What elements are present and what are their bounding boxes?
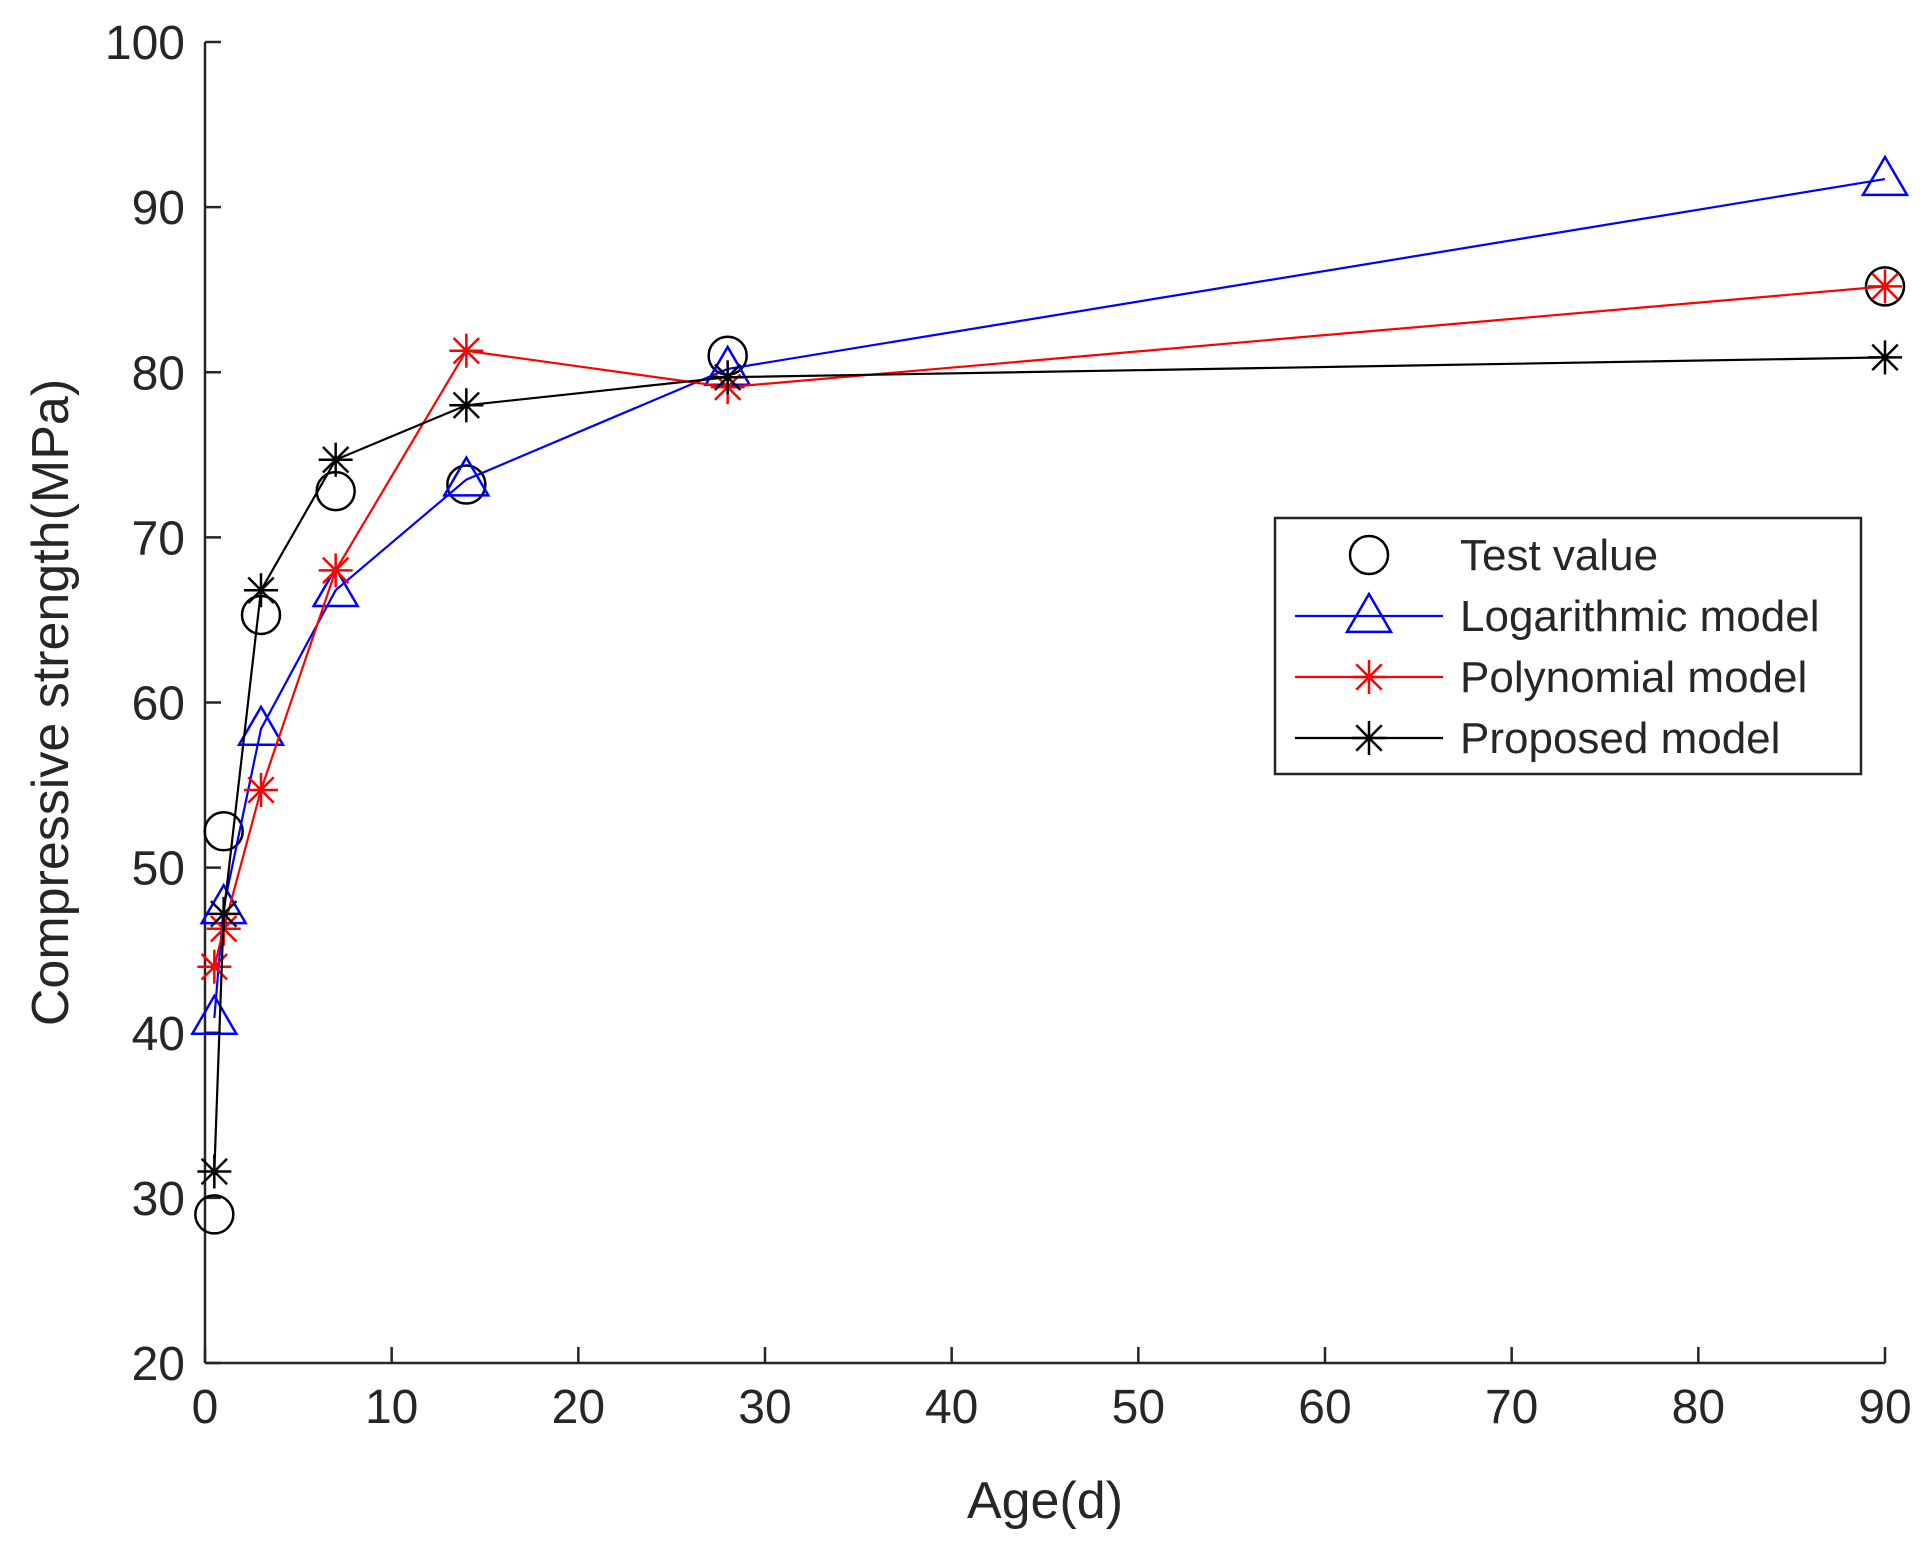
y-tick-label: 80 <box>132 347 185 400</box>
legend-marker <box>1352 660 1386 694</box>
x-tick-label: 50 <box>1112 1381 1165 1434</box>
y-axis-title: Compressive strength(MPa) <box>22 379 80 1026</box>
x-tick-label: 70 <box>1485 1381 1538 1434</box>
x-tick-label: 20 <box>552 1381 605 1434</box>
data-point <box>1860 154 1910 197</box>
data-point <box>206 896 241 931</box>
legend-label: Test value <box>1460 531 1658 580</box>
legend-marker <box>1348 534 1390 576</box>
data-point <box>710 360 745 395</box>
y-tick-label: 70 <box>132 512 185 565</box>
data-point <box>1864 266 1906 307</box>
data-point <box>446 464 487 505</box>
x-axis-title: Age(d) <box>967 1472 1123 1530</box>
data-point <box>318 553 353 588</box>
y-tick-label: 60 <box>132 678 185 731</box>
series-3 <box>197 340 1902 1189</box>
data-point <box>236 704 286 747</box>
x-tick-label: 30 <box>738 1381 791 1434</box>
x-tick-label: 80 <box>1672 1381 1725 1434</box>
legend-label: Proposed model <box>1460 714 1780 763</box>
data-point <box>244 573 278 608</box>
data-point <box>318 442 353 477</box>
legend-item: Polynomial model <box>1295 653 1807 702</box>
axes: 0 10 20 30 40 50 60 70 80 90 20 30 40 50 60 70 80 90 100 <box>105 17 1912 1434</box>
x-tick-label: 0 <box>192 1381 219 1434</box>
data-point <box>190 993 239 1035</box>
legend-label: Logarithmic model <box>1460 592 1820 641</box>
y-tick-label: 50 <box>132 843 185 896</box>
x-tick-label: 60 <box>1298 1381 1351 1434</box>
data-point <box>194 1194 235 1235</box>
data-point <box>197 949 232 984</box>
x-tick-label: 40 <box>925 1381 978 1434</box>
x-tick-label: 90 <box>1858 1381 1911 1434</box>
x-tick-label: 10 <box>365 1381 418 1434</box>
data-point <box>1868 269 1902 304</box>
legend-item: Logarithmic model <box>1295 591 1820 641</box>
legend-item: Proposed model <box>1295 714 1780 763</box>
data-point <box>311 565 360 608</box>
series-layer <box>190 154 1910 1235</box>
y-tick-label: 20 <box>132 1338 185 1391</box>
data-point <box>203 811 244 852</box>
data-point <box>449 388 484 423</box>
legend: Test value Logarithmic model Polynomial mo… <box>1273 516 1863 776</box>
data-point <box>442 455 491 497</box>
legend-marker <box>1344 591 1394 634</box>
y-tick-label: 90 <box>132 182 185 235</box>
y-tick-label: 30 <box>132 1173 185 1226</box>
data-point <box>449 333 484 368</box>
y-tick-label: 100 <box>105 17 185 70</box>
legend-box <box>1273 516 1863 776</box>
legend-label: Polynomial model <box>1460 653 1807 702</box>
data-point <box>197 1154 232 1189</box>
data-point <box>1868 340 1902 375</box>
legend-marker <box>1352 721 1386 755</box>
legend-item: Test value <box>1348 531 1658 580</box>
y-tick-label: 40 <box>132 1008 185 1061</box>
data-point <box>244 773 278 808</box>
